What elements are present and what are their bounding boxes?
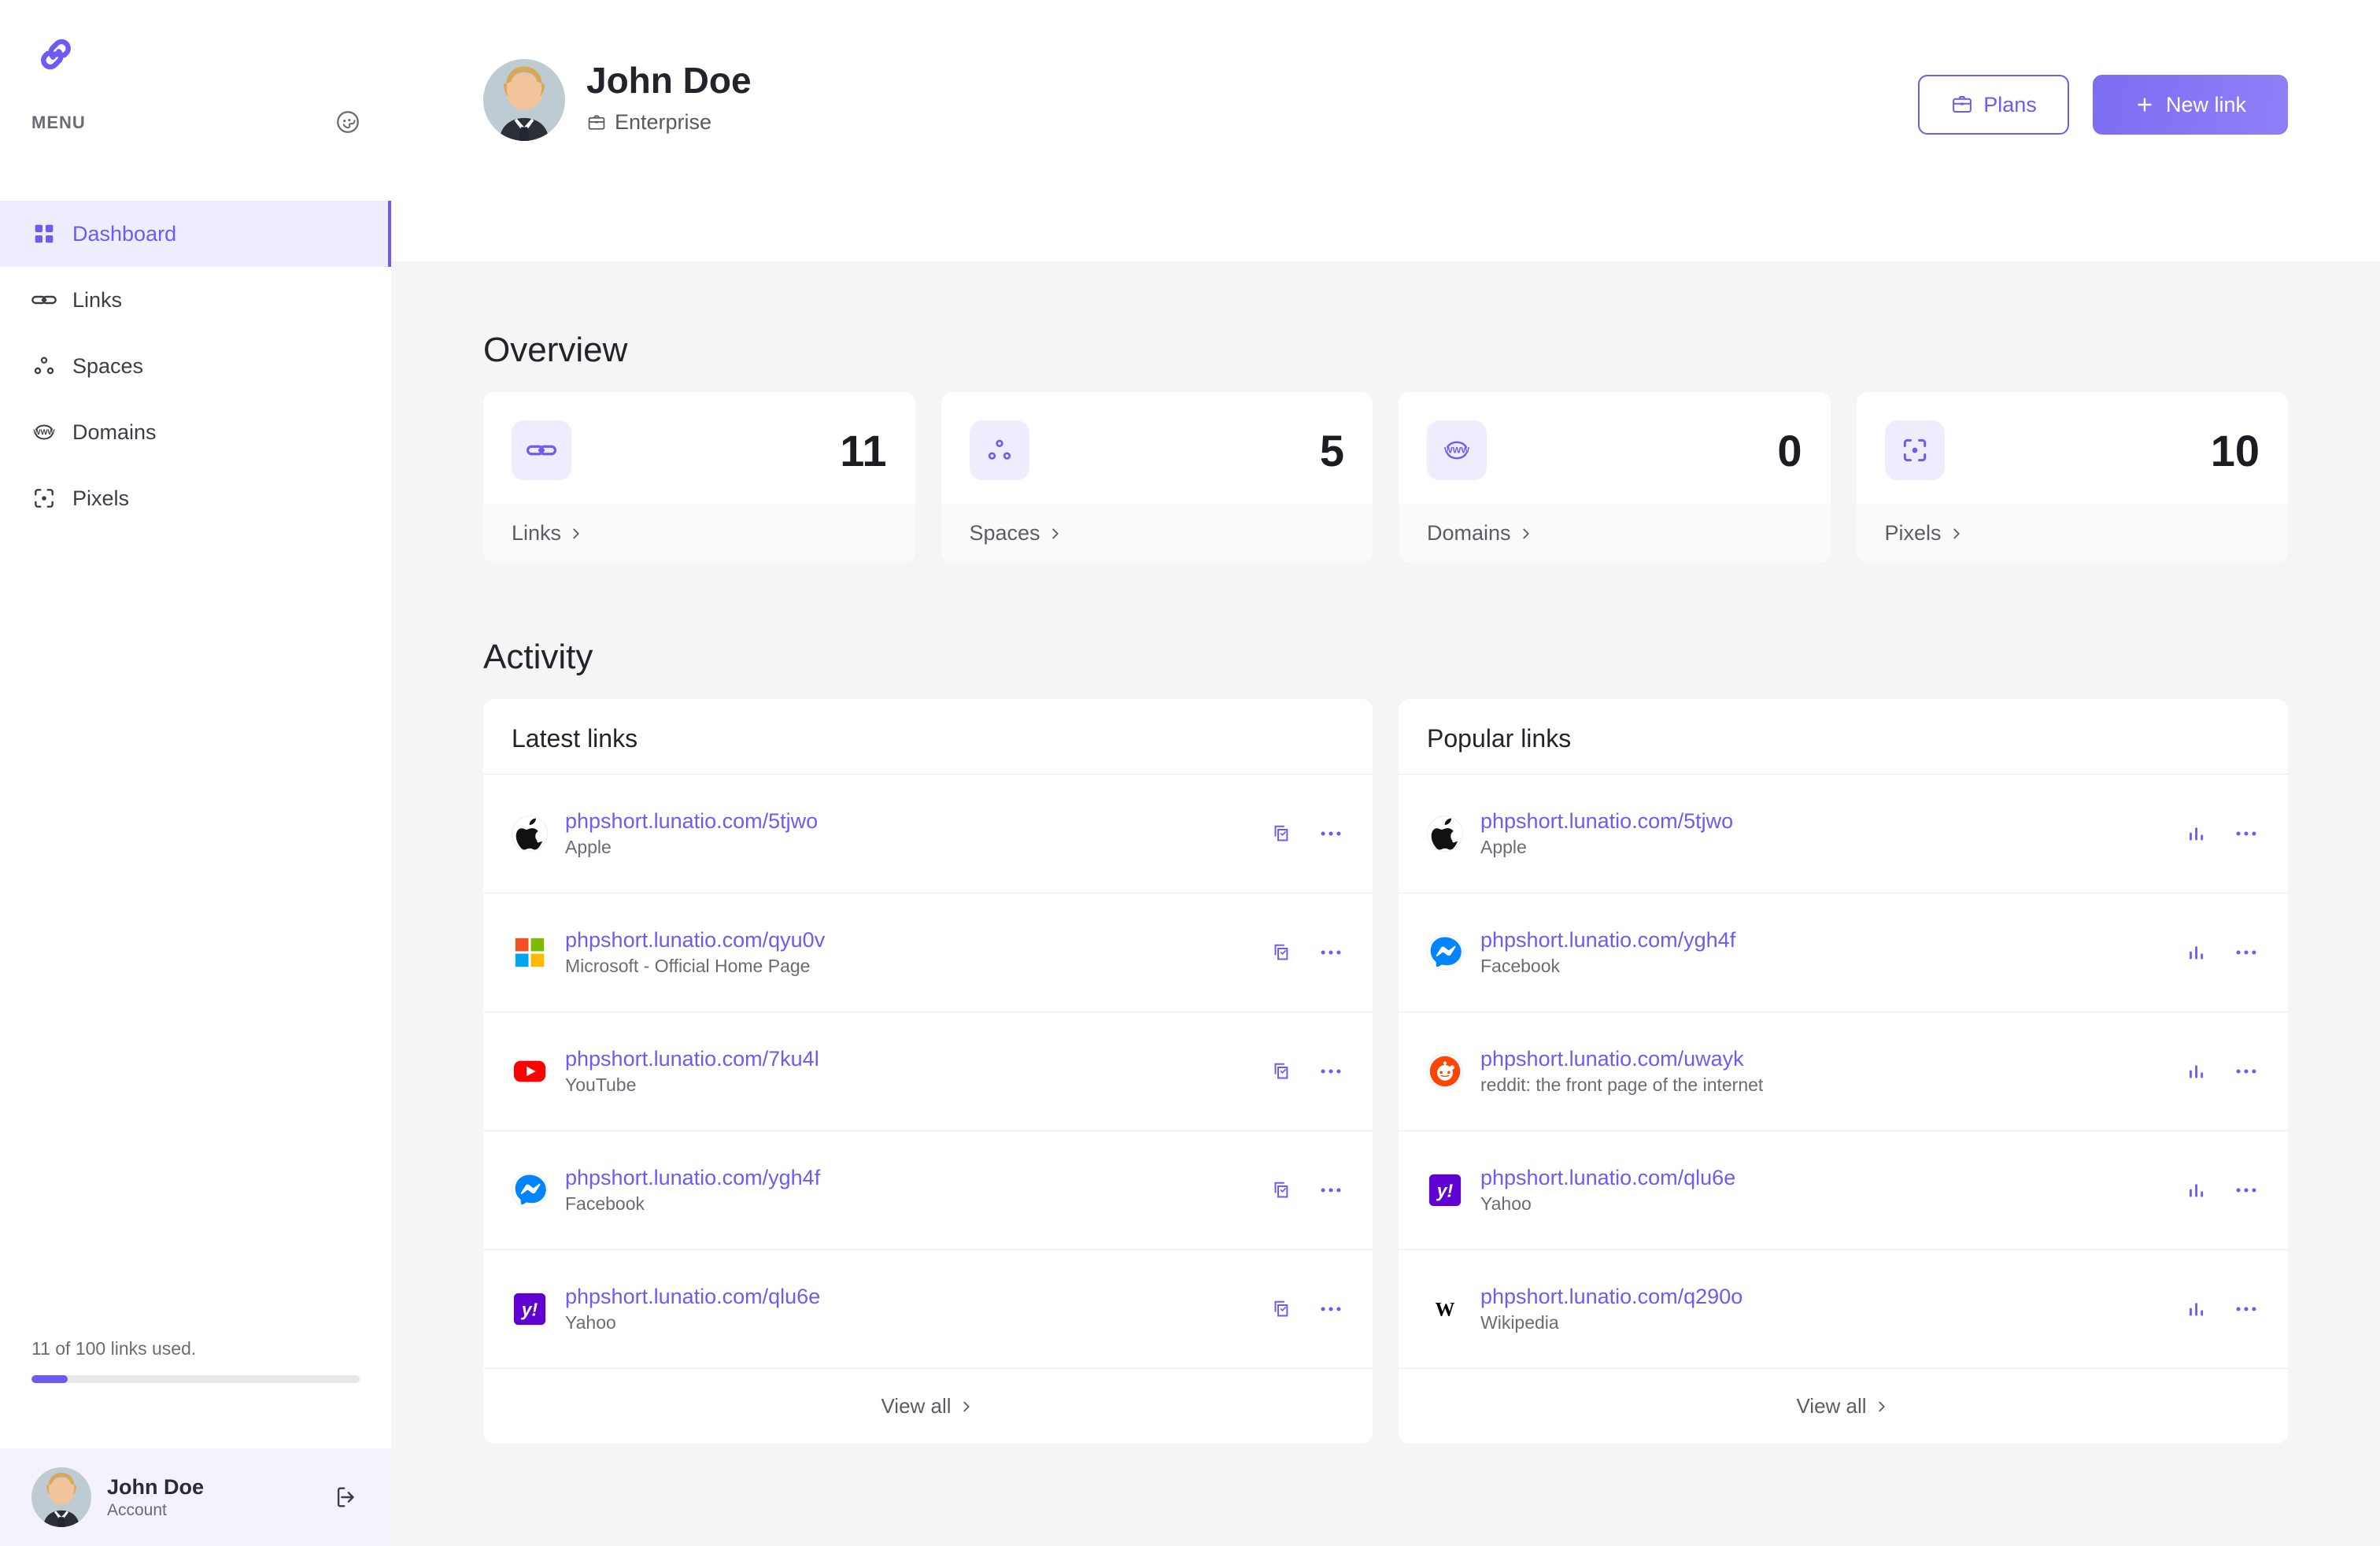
svg-text:WWW: WWW — [1444, 446, 1470, 456]
svg-text:y!: y! — [1436, 1181, 1454, 1201]
svg-text:WWW: WWW — [33, 428, 55, 437]
svg-text:W: W — [1436, 1300, 1455, 1321]
svg-text:y!: y! — [521, 1300, 538, 1320]
